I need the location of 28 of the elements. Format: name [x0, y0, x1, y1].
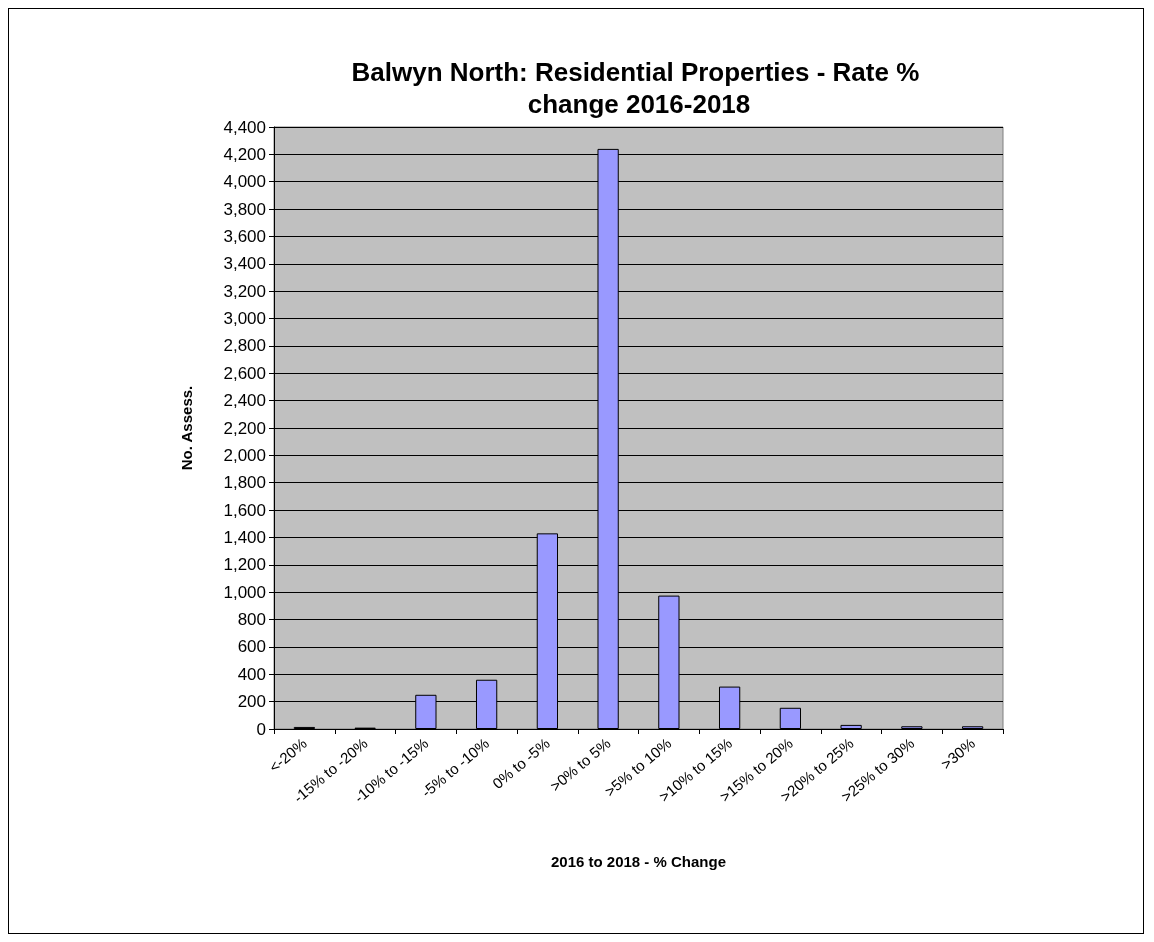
y-tick-label: 0	[256, 719, 266, 739]
y-tick-label: 3,200	[223, 281, 266, 301]
y-tick-label: 1,400	[223, 527, 266, 547]
y-tick-label: 2,400	[223, 391, 266, 411]
y-tick-label: 1,600	[223, 500, 266, 520]
bar	[779, 707, 802, 729]
y-tick-label: 1,800	[223, 473, 266, 493]
y-tick-label: 600	[237, 637, 266, 657]
y-tick-label: 4,000	[223, 172, 266, 192]
y-tick-label: 3,800	[223, 199, 266, 219]
x-axis-title: 2016 to 2018 - % Change	[550, 853, 727, 870]
y-tick-label: 4,200	[223, 144, 266, 164]
y-axis-title: No. Assess.	[178, 385, 195, 471]
y-tick-label: 1,200	[223, 555, 266, 575]
y-tick-label: 200	[237, 692, 266, 712]
bar	[840, 724, 862, 729]
y-tick-label: 3,600	[223, 226, 266, 246]
y-tick-label: 3,000	[223, 309, 266, 329]
chart-title: Balwyn North: Residential Properties - Rate % change 2016-2018	[351, 57, 927, 119]
y-tick-label: 4,400	[223, 117, 266, 137]
y-tick-label: 400	[237, 664, 266, 684]
y-tick-label: 1,000	[223, 582, 266, 602]
y-tick-label: 3,400	[223, 254, 266, 274]
y-tick-label: 2,200	[223, 418, 266, 438]
y-tick-label: 2,800	[223, 336, 266, 356]
y-tick-label: 800	[237, 610, 266, 630]
y-tick-label: 2,600	[223, 363, 266, 383]
y-tick-label: 2,000	[223, 445, 266, 465]
